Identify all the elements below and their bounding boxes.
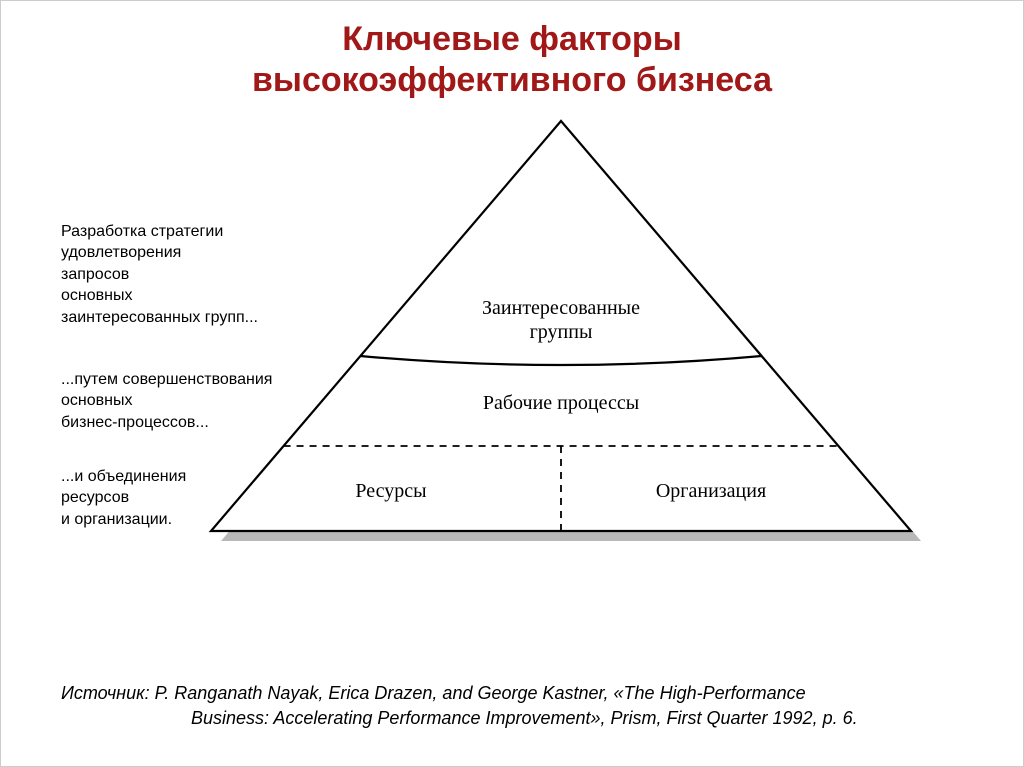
title-line2: высокоэффективного бизнеса [252, 61, 772, 99]
pyramid-label-middle: Рабочие процессы [411, 391, 711, 415]
source-citation: Источник: P. Ranganath Nayak, Erica Draz… [61, 681, 983, 731]
pyramid-label-bottom-right: Организация [601, 479, 821, 503]
side-label-bot: ...и объединения ресурсов и организации. [61, 466, 186, 531]
pyramid-label-top: Заинтересованные группы [451, 296, 671, 344]
side-label-mid: ...путем совершенствования основных бизн… [61, 369, 272, 434]
title-line1: Ключевые факторы [342, 20, 682, 58]
side-label-top: Разработка стратегии удовлетворения запр… [61, 221, 258, 329]
pyramid-label-bottom-left: Ресурсы [281, 479, 501, 503]
pyramid-diagram: Разработка стратегии удовлетворения запр… [1, 101, 1023, 661]
page-title: Ключевые факторы высокоэффективного бизн… [1, 1, 1023, 101]
